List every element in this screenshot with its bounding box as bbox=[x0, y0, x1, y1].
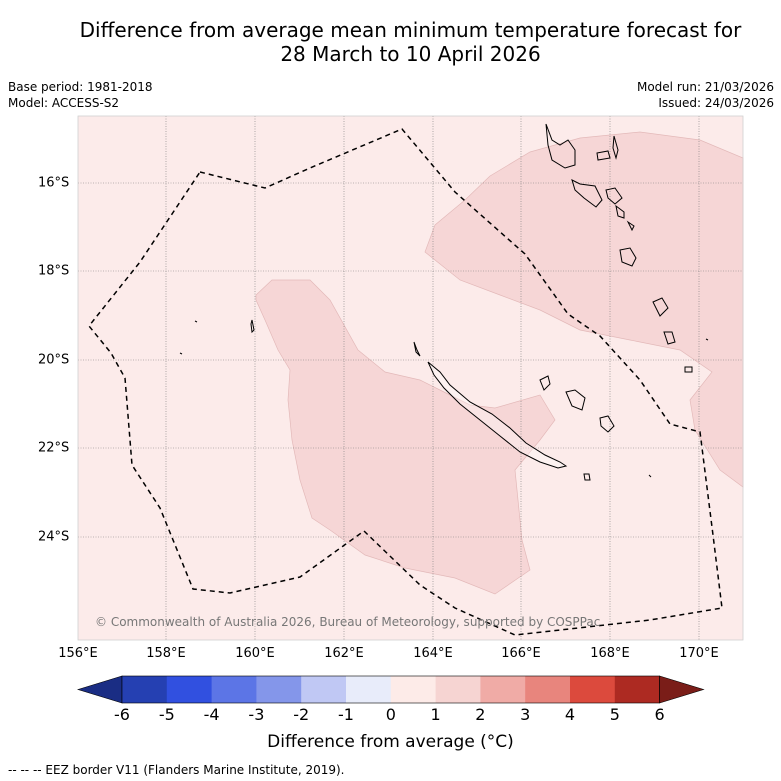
title-line-1: Difference from average mean minimum tem… bbox=[79, 18, 742, 42]
colorbar-segment bbox=[525, 676, 571, 703]
colorbar-tick-label: 2 bbox=[475, 705, 486, 724]
chesterfield-islands bbox=[179, 319, 709, 478]
issued-date: Issued: 24/03/2026 bbox=[658, 96, 774, 110]
colorbar-tick-label: 0 bbox=[385, 705, 396, 724]
colorbar-tick-label: -1 bbox=[338, 705, 354, 724]
colorbar-segment bbox=[570, 676, 616, 703]
colorbar-tick-label: -6 bbox=[114, 705, 130, 724]
lon-label-170e: 170°E bbox=[679, 646, 719, 661]
new-caledonia-main-island bbox=[427, 361, 568, 469]
eez-border bbox=[88, 128, 723, 636]
colorbar-segment bbox=[166, 676, 213, 703]
colorbar-segment bbox=[614, 676, 661, 703]
lon-label-168e: 168°E bbox=[590, 646, 630, 661]
lon-label-156e: 156°E bbox=[58, 646, 98, 661]
colorbar-tick-label: -5 bbox=[158, 705, 175, 724]
colorbar-tick-label: 6 bbox=[654, 705, 665, 724]
chart-title: Difference from average mean minimum tem… bbox=[0, 18, 781, 66]
colorbar-tick-label: -4 bbox=[203, 705, 220, 724]
colorbar-tick-label: 5 bbox=[609, 705, 620, 724]
colorbar-tick-label: 3 bbox=[520, 705, 531, 724]
eez-legend: -- -- -- EEZ border V11 (Flanders Marine… bbox=[8, 763, 345, 777]
colorbar-segment bbox=[122, 676, 168, 703]
model-run: Model run: 21/03/2026 bbox=[636, 80, 774, 94]
lat-label-18s: 18°S bbox=[38, 263, 70, 279]
colorbar-segment bbox=[435, 676, 481, 703]
vanuatu-islands bbox=[545, 123, 693, 373]
map-frame bbox=[77, 115, 744, 641]
model-name: Model: ACCESS-S2 bbox=[8, 96, 120, 110]
colorbar-tick-label: 4 bbox=[564, 705, 576, 724]
title-line-2: 28 March to 10 April 2026 bbox=[280, 42, 541, 66]
colorbar-segment bbox=[301, 676, 347, 703]
colorbar-tick-label: -2 bbox=[293, 705, 310, 724]
loyalty-islands bbox=[413, 341, 615, 481]
lat-label-20s: 20°S bbox=[38, 352, 70, 368]
graticule bbox=[78, 116, 743, 640]
colorbar-segment bbox=[390, 676, 437, 703]
anomaly-region-north-east bbox=[424, 131, 744, 488]
colorbar-tick-label: -3 bbox=[248, 705, 265, 724]
colorbar bbox=[76, 675, 705, 704]
lon-label-166e: 166°E bbox=[501, 646, 541, 661]
colorbar-extend-low bbox=[76, 675, 123, 704]
colorbar-segment bbox=[256, 676, 302, 703]
colorbar-segment bbox=[480, 676, 526, 703]
lon-label-158e: 158°E bbox=[146, 646, 186, 661]
colorbar-segment bbox=[211, 676, 257, 703]
lat-label-16s: 16°S bbox=[38, 175, 70, 191]
meta-left: Base period: 1981-2018 Model: ACCESS-S2 bbox=[8, 79, 153, 111]
colorbar-frame bbox=[121, 675, 660, 704]
lon-label-162e: 162°E bbox=[324, 646, 364, 661]
anomaly-region-south-west bbox=[255, 279, 556, 595]
base-period: Base period: 1981-2018 bbox=[8, 80, 153, 94]
lon-label-164e: 164°E bbox=[413, 646, 453, 661]
lat-label-24s: 24°S bbox=[38, 529, 70, 545]
map-copyright: © Commonwealth of Australia 2026, Bureau… bbox=[95, 615, 600, 629]
lon-label-160e: 160°E bbox=[235, 646, 275, 661]
colorbar-segment bbox=[346, 676, 392, 703]
colorbar-tick-label: 1 bbox=[430, 705, 441, 724]
colorbar-title: Difference from average (°C) bbox=[267, 732, 514, 752]
colorbar-extend-high bbox=[659, 675, 705, 704]
lat-label-22s: 22°S bbox=[38, 440, 70, 456]
meta-right: Model run: 21/03/2026 Issued: 24/03/2026 bbox=[637, 79, 774, 111]
